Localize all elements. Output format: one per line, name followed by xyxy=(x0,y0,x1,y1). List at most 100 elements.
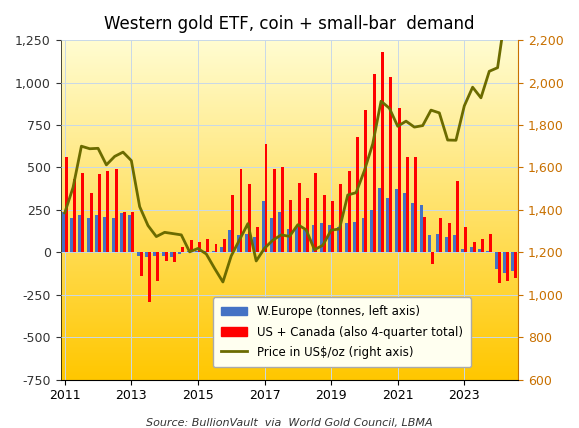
Bar xyxy=(364,110,367,252)
Bar xyxy=(290,199,292,252)
Bar xyxy=(237,235,240,252)
Bar xyxy=(420,205,423,252)
Bar xyxy=(381,52,384,252)
Bar xyxy=(178,252,181,254)
Bar xyxy=(79,215,82,252)
Bar xyxy=(195,250,198,252)
Bar xyxy=(189,241,193,252)
Bar xyxy=(73,179,76,252)
Bar xyxy=(431,252,434,264)
Bar xyxy=(62,211,65,252)
Bar xyxy=(203,251,206,252)
Legend: W.Europe (tonnes, left axis), US + Canada (also 4-quarter total), Price in US$/o: W.Europe (tonnes, left axis), US + Canad… xyxy=(213,297,471,367)
Bar xyxy=(378,188,381,252)
Bar xyxy=(403,193,406,252)
Bar xyxy=(278,211,281,252)
Bar xyxy=(137,252,140,256)
Bar xyxy=(470,247,472,252)
Bar xyxy=(220,247,223,252)
Bar xyxy=(464,227,467,252)
Bar xyxy=(115,169,118,252)
Bar xyxy=(90,193,93,252)
Bar xyxy=(456,181,459,252)
Bar xyxy=(478,249,481,252)
Bar xyxy=(361,218,364,252)
Bar xyxy=(223,239,226,252)
Bar xyxy=(353,222,356,252)
Bar xyxy=(112,218,115,252)
Bar xyxy=(228,230,231,252)
Bar xyxy=(511,252,514,271)
Bar xyxy=(107,171,109,252)
Bar xyxy=(345,223,348,252)
Bar xyxy=(437,234,439,252)
Bar xyxy=(206,239,209,252)
Bar xyxy=(156,252,159,281)
Bar xyxy=(497,252,500,283)
Bar xyxy=(461,249,464,252)
Bar xyxy=(70,218,73,252)
Bar xyxy=(298,183,301,252)
Bar xyxy=(212,250,215,252)
Bar xyxy=(253,237,256,252)
Bar xyxy=(514,252,517,278)
Bar xyxy=(120,213,123,252)
Bar xyxy=(164,252,167,261)
Text: Source: BullionVault  via  World Gold Council, LBMA: Source: BullionVault via World Gold Coun… xyxy=(146,418,433,428)
Bar xyxy=(87,218,90,252)
Bar xyxy=(314,172,317,252)
Bar xyxy=(448,223,450,252)
Bar xyxy=(445,237,448,252)
Bar xyxy=(328,225,331,252)
Bar xyxy=(248,184,251,252)
Bar xyxy=(245,234,248,252)
Bar xyxy=(82,172,85,252)
Bar xyxy=(270,218,273,252)
Bar xyxy=(494,252,497,269)
Bar xyxy=(506,252,509,281)
Bar xyxy=(312,225,314,252)
Bar xyxy=(453,235,456,252)
Bar xyxy=(170,252,173,257)
Bar xyxy=(336,227,339,252)
Bar xyxy=(265,144,267,252)
Bar xyxy=(323,195,326,252)
Bar xyxy=(287,229,290,252)
Bar xyxy=(356,137,359,252)
Bar xyxy=(486,250,489,252)
Bar xyxy=(306,198,309,252)
Bar xyxy=(303,230,306,252)
Bar xyxy=(262,201,265,252)
Bar xyxy=(320,223,323,252)
Bar xyxy=(281,167,284,252)
Bar xyxy=(331,201,334,252)
Bar xyxy=(198,242,201,252)
Bar xyxy=(373,74,376,252)
Bar xyxy=(98,174,101,252)
Bar xyxy=(148,252,151,301)
Bar xyxy=(129,215,131,252)
Title: Western gold ETF, coin + small-bar  demand: Western gold ETF, coin + small-bar deman… xyxy=(104,15,475,33)
Bar xyxy=(145,252,148,257)
Bar xyxy=(140,252,142,276)
Bar xyxy=(348,171,351,252)
Bar xyxy=(104,217,107,252)
Bar xyxy=(153,252,156,256)
Bar xyxy=(406,157,409,252)
Bar xyxy=(95,215,98,252)
Bar xyxy=(240,169,243,252)
Bar xyxy=(186,250,189,252)
Bar xyxy=(390,77,393,252)
Bar xyxy=(256,227,259,252)
Bar xyxy=(439,218,442,252)
Bar xyxy=(386,198,390,252)
Bar xyxy=(173,252,176,262)
Bar xyxy=(489,234,492,252)
Bar xyxy=(481,239,484,252)
Bar xyxy=(370,210,373,252)
Bar xyxy=(428,235,431,252)
Bar xyxy=(162,252,164,256)
Bar xyxy=(131,211,134,252)
Bar xyxy=(412,203,415,252)
Bar xyxy=(215,244,218,252)
